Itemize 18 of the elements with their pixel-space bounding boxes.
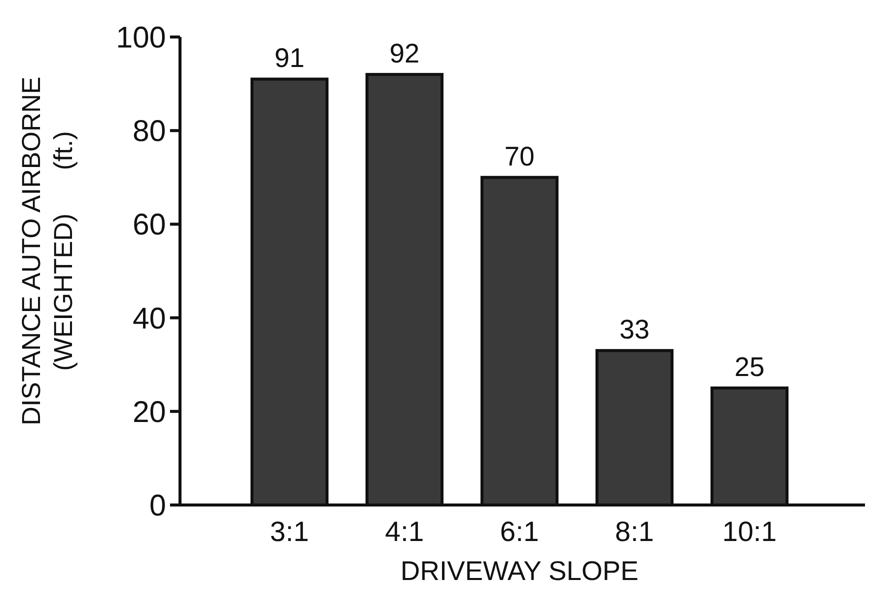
x-tick-label: 4:1 [385,516,424,547]
data-label: 33 [619,314,650,345]
y-tick-label: 100 [116,22,166,54]
y-axis-title: DISTANCE AUTO AIRBORNE (WEIGHTED) (ft.) [16,76,78,426]
y-tick-label: 40 [132,302,166,336]
data-label: 70 [504,141,535,172]
x-tick-label: 10:1 [722,516,777,547]
x-tick-label: 8:1 [615,516,654,547]
data-label: 92 [389,38,420,68]
x-tick-label: 3:1 [270,516,309,547]
x-tick-label: 6:1 [500,516,539,547]
y-tick-label: 60 [132,208,166,242]
data-label: 25 [734,352,765,382]
y-tick-label: 80 [132,115,166,148]
data-label: 91 [274,43,305,74]
x-axis-title: DRIVEWAY SLOPE [400,556,639,586]
y-tick-label: 0 [149,490,166,522]
y-tick-label: 20 [132,396,166,429]
